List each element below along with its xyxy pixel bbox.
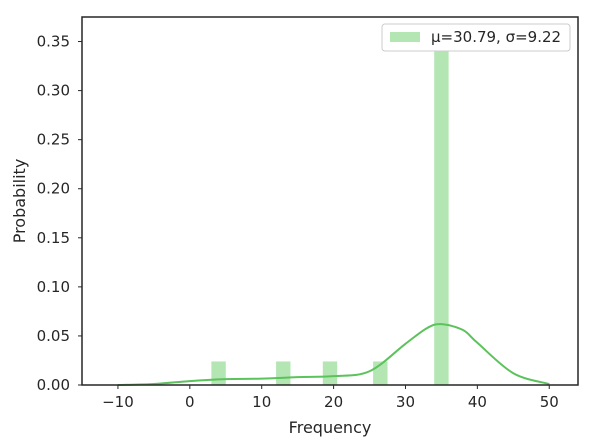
y-tick-label-1: 0.05: [37, 327, 70, 345]
legend: μ=30.79, σ=9.22: [381, 23, 571, 52]
plot-frame: [81, 16, 579, 386]
histogram-bars: [211, 41, 449, 386]
y-tick-label-5: 0.25: [37, 131, 70, 149]
y-tick-label-4: 0.20: [37, 180, 70, 198]
legend-box: [381, 23, 571, 52]
x-tick-label-3: 20: [324, 393, 343, 411]
kde-curve: [117, 323, 550, 386]
x-tick-label-1: 0: [185, 393, 195, 411]
y-tick-label-2: 0.10: [37, 278, 70, 296]
y-axis-ticks: 0.00 0.05 0.10 0.15 0.20 0.25 0.30 0.35: [37, 33, 82, 394]
y-tick-label-7: 0.35: [37, 33, 70, 51]
histogram-bar-2: [322, 361, 338, 385]
histogram-bar-4: [434, 41, 449, 386]
x-tick-label-0: −10: [102, 393, 134, 411]
x-tick-label-2: 10: [252, 393, 271, 411]
legend-swatch: [390, 32, 420, 42]
legend-entry-label: μ=30.79, σ=9.22: [431, 28, 561, 46]
x-axis-ticks: −10 0 10 20 30 40 50: [102, 385, 559, 411]
histogram-bar-1: [276, 361, 291, 385]
x-tick-label-6: 50: [540, 393, 559, 411]
y-tick-label-3: 0.15: [37, 229, 70, 247]
x-tick-label-5: 40: [468, 393, 487, 411]
x-axis-label: Frequency: [289, 418, 372, 437]
histogram-bar-0: [211, 361, 226, 385]
y-tick-label-0: 0.00: [37, 376, 70, 394]
y-tick-label-6: 0.30: [37, 82, 70, 100]
y-axis-label: Probability: [10, 159, 29, 244]
x-tick-label-4: 30: [396, 393, 415, 411]
